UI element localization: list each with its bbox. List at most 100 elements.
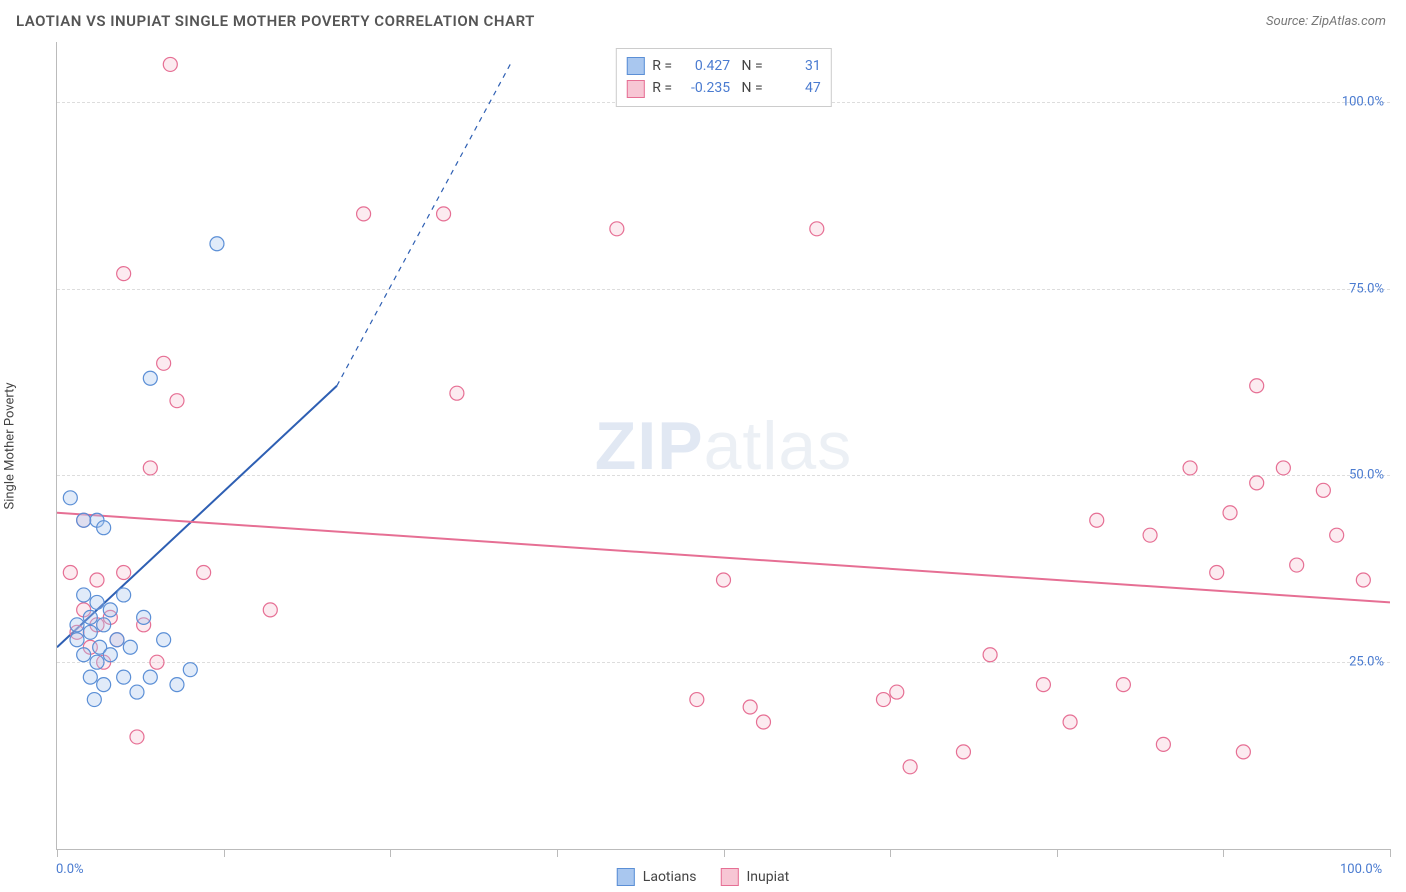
r-label: R = xyxy=(652,77,672,99)
data-point xyxy=(130,730,144,744)
data-point xyxy=(610,222,624,236)
data-point xyxy=(1290,558,1304,572)
n-label: N = xyxy=(738,55,763,77)
data-point xyxy=(157,633,171,647)
data-point xyxy=(103,648,117,662)
data-point xyxy=(956,745,970,759)
data-point xyxy=(143,461,157,475)
scatter-svg xyxy=(57,42,1390,849)
y-axis-title: Single Mother Poverty xyxy=(3,382,18,509)
data-point xyxy=(743,700,757,714)
data-point xyxy=(103,603,117,617)
legend-item-laotians: Laotians xyxy=(617,868,697,886)
data-point xyxy=(143,670,157,684)
data-point xyxy=(117,588,131,602)
data-point xyxy=(1236,745,1250,759)
n-label: N = xyxy=(738,77,763,99)
source-attribution: Source: ZipAtlas.com xyxy=(1266,14,1386,29)
data-point xyxy=(150,655,164,669)
data-point xyxy=(117,566,131,580)
data-point xyxy=(70,618,84,632)
data-point xyxy=(137,610,151,624)
data-point xyxy=(183,663,197,677)
swatch-laotians xyxy=(617,868,635,886)
r-value-laotians: 0.427 xyxy=(680,55,730,77)
data-point xyxy=(903,760,917,774)
plot-area: ZIPatlas R = 0.427 N = 31 R = -0.235 N =… xyxy=(56,42,1390,850)
data-point xyxy=(143,371,157,385)
data-point xyxy=(810,222,824,236)
data-point xyxy=(1210,566,1224,580)
legend-row-laotians: R = 0.427 N = 31 xyxy=(626,55,820,77)
data-point xyxy=(97,521,111,535)
data-point xyxy=(117,267,131,281)
data-point xyxy=(1183,461,1197,475)
data-point xyxy=(1250,476,1264,490)
data-point xyxy=(876,693,890,707)
data-point xyxy=(983,648,997,662)
data-point xyxy=(63,566,77,580)
series-legend: Laotians Inupiat xyxy=(617,868,789,886)
data-point xyxy=(437,207,451,221)
data-point xyxy=(83,625,97,639)
correlation-legend: R = 0.427 N = 31 R = -0.235 N = 47 xyxy=(615,48,831,107)
data-point xyxy=(717,573,731,587)
data-point xyxy=(130,685,144,699)
legend-item-inupiat: Inupiat xyxy=(720,868,789,886)
data-point xyxy=(90,595,104,609)
swatch-laotians xyxy=(626,57,644,75)
chart-title: LAOTIAN VS INUPIAT SINGLE MOTHER POVERTY… xyxy=(16,12,535,30)
data-point xyxy=(690,693,704,707)
data-point xyxy=(157,356,171,370)
swatch-inupiat xyxy=(720,868,738,886)
data-point xyxy=(357,207,371,221)
data-point xyxy=(83,670,97,684)
data-point xyxy=(97,618,111,632)
data-point xyxy=(1036,678,1050,692)
data-point xyxy=(1250,379,1264,393)
data-point xyxy=(63,491,77,505)
data-point xyxy=(210,237,224,251)
data-point xyxy=(77,648,91,662)
data-point xyxy=(70,633,84,647)
data-point xyxy=(1356,573,1370,587)
data-point xyxy=(1156,737,1170,751)
data-point xyxy=(117,670,131,684)
data-point xyxy=(1276,461,1290,475)
data-point xyxy=(87,693,101,707)
data-point xyxy=(1143,528,1157,542)
x-axis-max-label: 100.0% xyxy=(1340,862,1382,877)
data-point xyxy=(90,573,104,587)
data-point xyxy=(90,655,104,669)
chart-container: Single Mother Poverty ZIPatlas R = 0.427… xyxy=(16,42,1390,850)
x-axis-min-label: 0.0% xyxy=(56,862,84,877)
data-point xyxy=(83,610,97,624)
legend-row-inupiat: R = -0.235 N = 47 xyxy=(626,77,820,99)
data-point xyxy=(197,566,211,580)
r-label: R = xyxy=(652,55,672,77)
data-point xyxy=(77,588,91,602)
r-value-inupiat: -0.235 xyxy=(680,77,730,99)
data-point xyxy=(170,394,184,408)
data-point xyxy=(1223,506,1237,520)
data-point xyxy=(123,640,137,654)
data-point xyxy=(890,685,904,699)
n-value-laotians: 31 xyxy=(771,55,821,77)
data-point xyxy=(163,57,177,71)
legend-label-inupiat: Inupiat xyxy=(746,869,789,885)
data-point xyxy=(1330,528,1344,542)
n-value-inupiat: 47 xyxy=(771,77,821,99)
data-point xyxy=(170,678,184,692)
data-point xyxy=(1116,678,1130,692)
legend-label-laotians: Laotians xyxy=(643,869,697,885)
swatch-inupiat xyxy=(626,80,644,98)
data-point xyxy=(1316,483,1330,497)
data-point xyxy=(450,386,464,400)
data-point xyxy=(1090,513,1104,527)
data-point xyxy=(110,633,124,647)
data-point xyxy=(756,715,770,729)
data-point xyxy=(1063,715,1077,729)
data-point xyxy=(97,678,111,692)
data-point xyxy=(263,603,277,617)
data-point xyxy=(77,513,91,527)
